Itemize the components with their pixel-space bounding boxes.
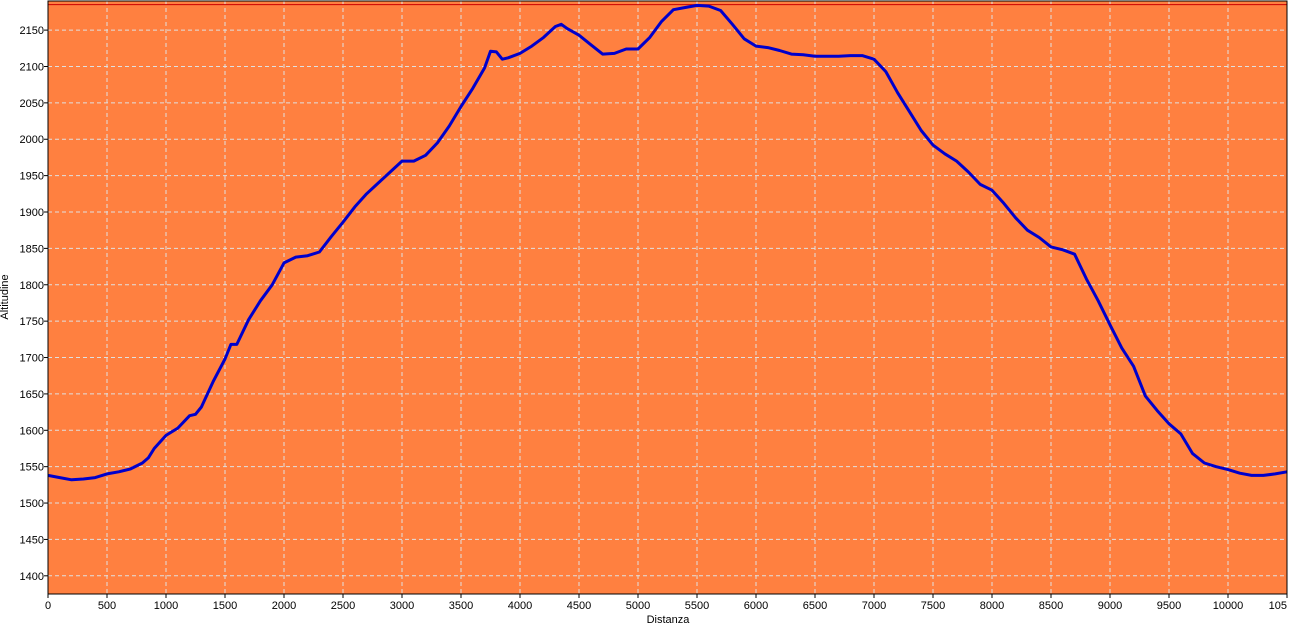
x-tick-label: 4500 [567, 600, 591, 612]
y-tick-label: 2000 [20, 134, 44, 146]
x-tick-label: 5500 [685, 600, 709, 612]
y-tick-label: 1600 [20, 425, 44, 437]
x-tick-label: 6500 [803, 600, 827, 612]
x-tick-label: 3000 [390, 600, 414, 612]
x-tick-label: 9500 [1157, 600, 1181, 612]
y-tick-label: 1450 [20, 534, 44, 546]
x-tick-label: 5000 [626, 600, 650, 612]
series-line [47, 3, 1288, 482]
plot-frame [47, 0, 1288, 595]
y-tick-label: 2100 [20, 61, 44, 73]
y-tick-label: 1950 [20, 171, 44, 183]
x-tick-label: 8000 [980, 600, 1004, 612]
x-tick-label: 7500 [921, 600, 945, 612]
y-tick-label: 1650 [20, 389, 44, 401]
x-tick-label: 2000 [272, 600, 296, 612]
y-tick-label: 1800 [20, 280, 44, 292]
x-tick-label: 6000 [744, 600, 768, 612]
x-axis: 0 500 1000 1500 2000 2500 3000 3500 4000 4500 5000… [45, 594, 1288, 612]
grid-lines [48, 1, 1287, 594]
y-tick-label: 1500 [20, 498, 44, 510]
x-tick-label: 1000 [154, 600, 178, 612]
y-tick-label: 1900 [20, 207, 44, 219]
x-tick-label: 1500 [213, 600, 237, 612]
x-tick-label: 4000 [508, 600, 532, 612]
y-axis: 1400 1450 1500 1550 1600 1650 1700 1750 1800 1850… [20, 25, 48, 583]
y-tick-label: 1550 [20, 462, 44, 474]
x-tick-label: 0 [45, 600, 51, 612]
x-tick-label: 9000 [1098, 600, 1122, 612]
x-tick-label: 2500 [331, 600, 355, 612]
x-axis-title: Distanza [647, 614, 691, 626]
x-tick-label: 3500 [449, 600, 473, 612]
y-tick-label: 2150 [20, 25, 44, 37]
x-tick-label: 7000 [862, 600, 886, 612]
y-tick-label: 2050 [20, 98, 44, 110]
x-tick-label: 8500 [1039, 600, 1063, 612]
y-tick-label: 1400 [20, 571, 44, 583]
y-tick-label: 1700 [20, 353, 44, 365]
y-axis-title: Altitudine [0, 274, 11, 319]
x-tick-label: 10000 [1213, 600, 1244, 612]
y-tick-label: 1750 [20, 316, 44, 328]
y-tick-label: 1850 [20, 243, 44, 255]
plot-area [48, 1, 1287, 594]
x-tick-label: 105 [1269, 600, 1287, 612]
x-tick-label: 500 [98, 600, 116, 612]
